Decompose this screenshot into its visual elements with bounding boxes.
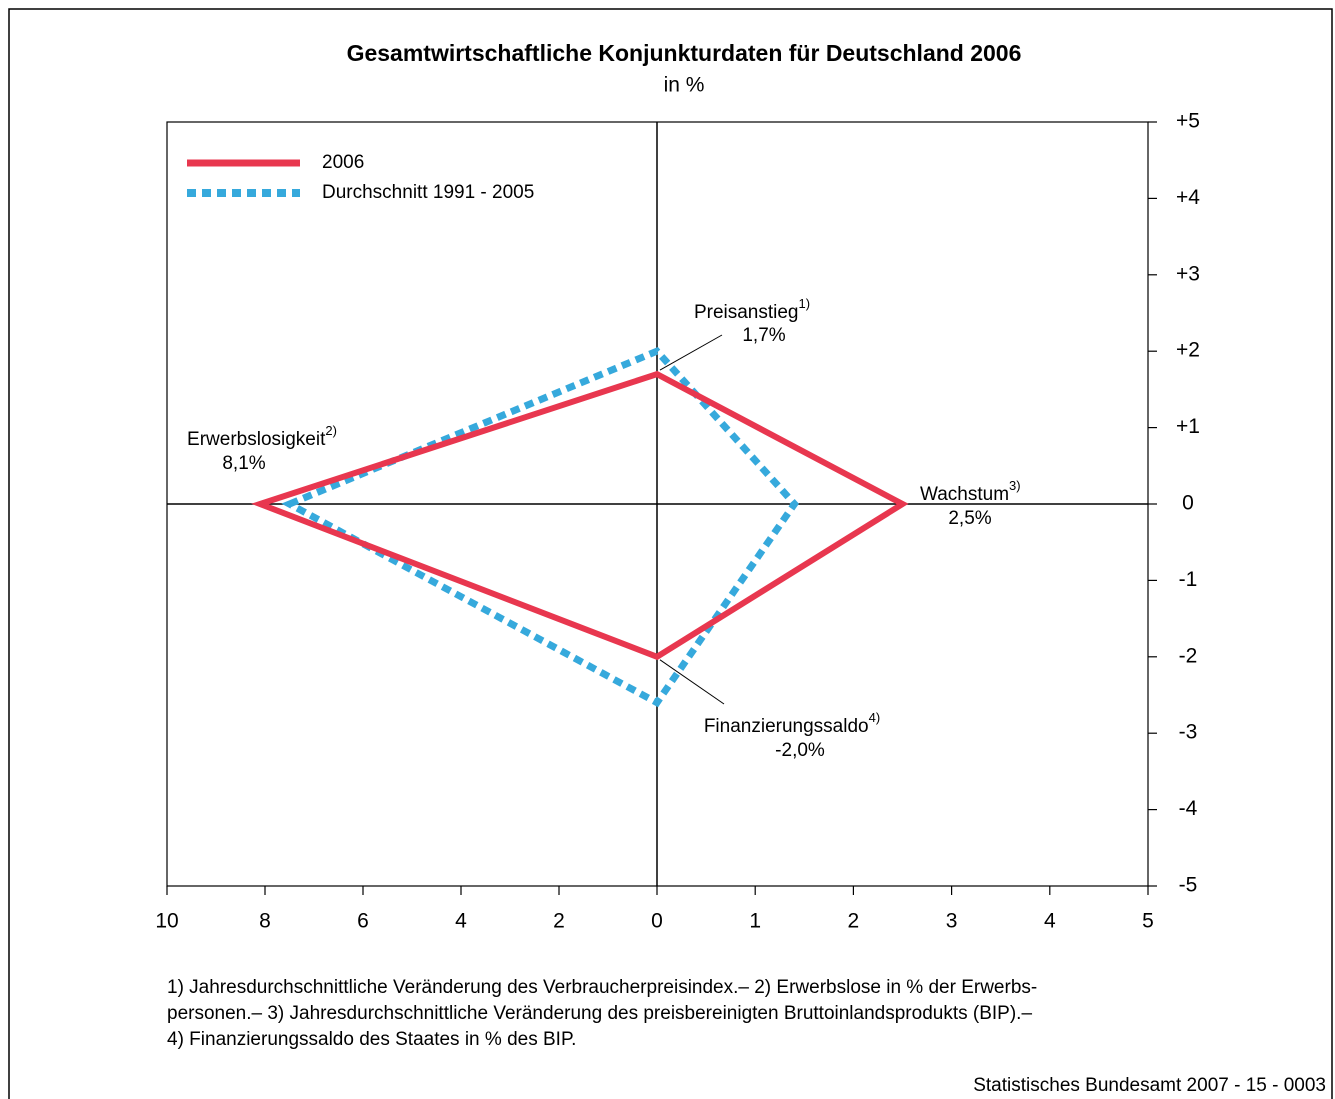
x-tick-label: 4 bbox=[1044, 910, 1056, 933]
x-tick-label: 5 bbox=[1142, 910, 1154, 933]
footnote: personen.– 3) Jahresdurchschnittliche Ve… bbox=[167, 1003, 1032, 1024]
frame bbox=[8, 8, 1333, 1099]
x-tick-label: 3 bbox=[946, 910, 958, 933]
y-tick-label: -2 bbox=[1179, 644, 1198, 667]
category-note: 4) bbox=[869, 710, 881, 725]
x-tick-label: 2 bbox=[553, 910, 565, 933]
category-name: Preisanstieg bbox=[694, 302, 799, 323]
value-label: 8,1% bbox=[222, 453, 265, 474]
x-tick-label: 1 bbox=[749, 910, 761, 933]
x-tick-label: 10 bbox=[155, 910, 178, 933]
category-note: 1) bbox=[799, 296, 811, 311]
category-name: Erwerbslosigkeit bbox=[187, 429, 326, 450]
y-tick-label: -5 bbox=[1179, 874, 1198, 897]
source: Statistisches Bundesamt 2007 - 15 - 0003 bbox=[973, 1075, 1326, 1096]
footnote: 1) Jahresdurchschnittliche Veränderung d… bbox=[167, 977, 1037, 998]
x-tick-label: 2 bbox=[848, 910, 860, 933]
x-tick-label: 8 bbox=[259, 910, 271, 933]
category-note: 3) bbox=[1009, 478, 1021, 493]
y-tick-label: -4 bbox=[1179, 797, 1198, 820]
leader-line bbox=[659, 659, 725, 705]
y-tick-label: +4 bbox=[1176, 186, 1200, 209]
y-tick-label: +2 bbox=[1176, 339, 1200, 362]
footnote: 4) Finanzierungssaldo des Staates in % d… bbox=[167, 1029, 576, 1050]
category-name: Wachstum bbox=[920, 484, 1009, 505]
value-label: 1,7% bbox=[742, 325, 785, 346]
category-note: 2) bbox=[325, 423, 337, 438]
y-tick-label: +3 bbox=[1176, 262, 1200, 285]
series-line bbox=[251, 370, 909, 661]
category-name: Finanzierungssaldo bbox=[704, 716, 869, 737]
y-tick-label: -3 bbox=[1179, 721, 1198, 744]
category-label: Preisanstieg1) bbox=[694, 296, 810, 323]
category-label: Wachstum3) bbox=[920, 478, 1021, 505]
value-label: -2,0% bbox=[775, 740, 825, 761]
category-label: Finanzierungssaldo4) bbox=[704, 710, 880, 737]
series-line bbox=[281, 347, 799, 708]
chart-subtitle: in % bbox=[664, 74, 705, 97]
chart-title: Gesamtwirtschaftliche Konjunkturdaten fü… bbox=[347, 40, 1022, 66]
x-tick-label: 0 bbox=[651, 910, 663, 933]
category-label: Erwerbslosigkeit2) bbox=[187, 423, 337, 450]
y-tick-label: 0 bbox=[1182, 492, 1194, 515]
y-tick-label: +5 bbox=[1176, 110, 1200, 133]
legend-label: 2006 bbox=[322, 152, 364, 173]
x-tick-label: 4 bbox=[455, 910, 467, 933]
y-tick-label: -1 bbox=[1179, 568, 1198, 591]
legend-label: Durchschnitt 1991 - 2005 bbox=[322, 182, 534, 203]
value-label: 2,5% bbox=[948, 508, 991, 529]
x-tick-label: 6 bbox=[357, 910, 369, 933]
leader-line bbox=[659, 334, 723, 371]
y-tick-label: +1 bbox=[1176, 415, 1200, 438]
